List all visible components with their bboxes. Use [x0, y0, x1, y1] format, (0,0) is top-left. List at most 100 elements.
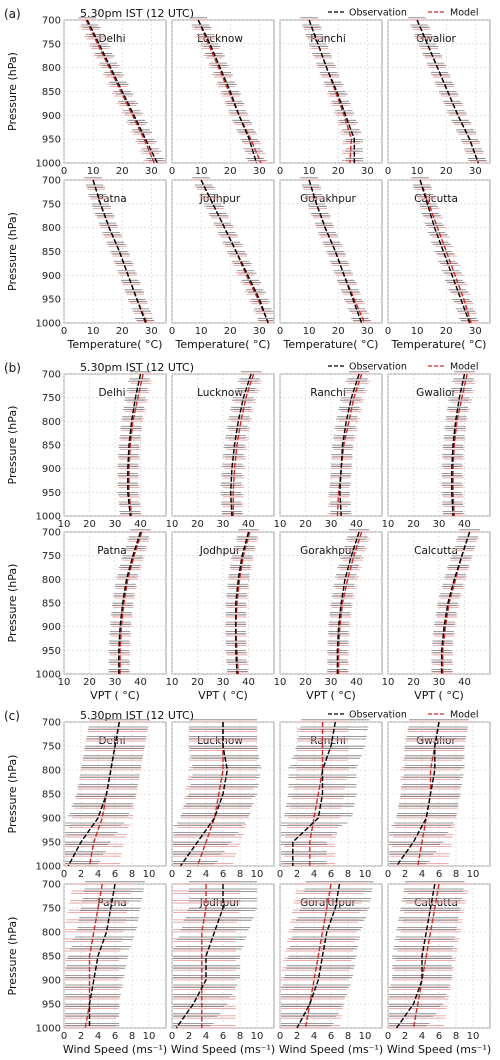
x-tick-label: 4 — [95, 1031, 101, 1042]
x-tick-label: 20 — [224, 326, 237, 337]
x-tick-label: 0 — [61, 326, 67, 337]
model-line — [119, 531, 143, 674]
y-tick-label: 900 — [42, 111, 61, 122]
model-line — [337, 531, 363, 674]
x-tick-label: 4 — [419, 869, 425, 880]
station-label: Gorakhpur — [300, 545, 356, 557]
x-tick-label: 2 — [402, 1031, 408, 1042]
y-tick-label: 800 — [42, 928, 61, 939]
x-tick-label: 20 — [191, 677, 204, 688]
x-tick-label: 10 — [274, 519, 287, 530]
x-tick-label: 0 — [385, 166, 391, 177]
x-tick-label: 2 — [294, 869, 300, 880]
y-tick-label: 1000 — [36, 512, 61, 523]
y-tick-label: 850 — [42, 247, 61, 258]
x-tick-label: 20 — [332, 326, 345, 337]
x-tick-label: 10 — [58, 677, 71, 688]
x-tick-label: 10 — [274, 677, 287, 688]
x-tick-label: 20 — [116, 166, 129, 177]
observation-line — [336, 531, 360, 674]
x-tick-label: 8 — [453, 869, 459, 880]
x-tick-label: 40 — [350, 677, 363, 688]
model-line — [128, 373, 144, 517]
x-tick-label: 10 — [382, 519, 395, 530]
observation-line — [395, 721, 440, 867]
x-tick-label: 20 — [440, 326, 453, 337]
x-tick-label: 40 — [242, 519, 255, 530]
y-tick-label: 700 — [42, 880, 61, 891]
observation-line — [175, 884, 224, 1029]
observation-line — [339, 373, 360, 517]
y-tick-label: 850 — [42, 599, 61, 610]
x-tick-label: 10 — [359, 1031, 372, 1042]
legend-label-observation: Observation — [349, 362, 407, 373]
station-label: Delhi — [98, 387, 125, 399]
x-tick-label: 0 — [169, 166, 175, 177]
x-axis-label: VPT ( °C) — [90, 689, 140, 702]
legend-label-model: Model — [450, 8, 479, 19]
station-label: Ranchi — [310, 33, 346, 45]
x-tick-label: 10 — [303, 326, 316, 337]
observation-line — [395, 883, 436, 1029]
x-tick-label: 0 — [277, 869, 283, 880]
observation-line — [235, 531, 250, 675]
x-tick-label: 10 — [251, 1031, 264, 1042]
y-axis-label: Pressure (hPa) — [6, 755, 19, 834]
x-tick-label: 6 — [436, 1031, 442, 1042]
x-tick-label: 10 — [166, 519, 179, 530]
x-tick-label: 10 — [58, 519, 71, 530]
x-tick-label: 10 — [166, 677, 179, 688]
y-tick-label: 800 — [42, 766, 61, 777]
model-line — [232, 373, 255, 516]
x-tick-label: 6 — [436, 869, 442, 880]
x-tick-label: 30 — [253, 166, 266, 177]
station-label: Jodhpur — [199, 545, 241, 557]
x-tick-label: 0 — [277, 166, 283, 177]
station-label: Gwalior — [416, 387, 456, 399]
y-tick-label: 800 — [42, 63, 61, 74]
x-tick-label: 4 — [311, 1031, 317, 1042]
y-tick-label: 850 — [42, 790, 61, 801]
x-tick-label: 40 — [134, 519, 147, 530]
x-tick-label: 20 — [299, 519, 312, 530]
x-tick-label: 10 — [467, 869, 480, 880]
x-tick-label: 30 — [145, 166, 158, 177]
x-tick-label: 0 — [61, 869, 67, 880]
y-tick-label: 750 — [42, 393, 61, 404]
y-tick-label: 900 — [42, 622, 61, 633]
x-tick-label: 10 — [411, 326, 424, 337]
observation-line — [292, 721, 336, 866]
observation-line — [88, 883, 116, 1028]
x-tick-label: 0 — [61, 166, 67, 177]
observation-line — [308, 179, 363, 324]
model-line — [412, 883, 440, 1029]
y-tick-label: 900 — [42, 464, 61, 475]
x-tick-label: 10 — [251, 869, 264, 880]
y-axis-label: Pressure (hPa) — [6, 917, 19, 996]
x-tick-label: 0 — [169, 869, 175, 880]
x-axis-label: VPT ( °C) — [198, 689, 248, 702]
y-tick-label: 800 — [42, 223, 61, 234]
station-label: Lucknow — [197, 387, 243, 399]
y-axis-label: Pressure (hPa) — [6, 212, 19, 291]
station-label: Delhi — [98, 33, 125, 45]
x-tick-label: 30 — [469, 326, 482, 337]
x-axis-label: Temperature( °C) — [67, 338, 163, 351]
panel-title: 5.30pm IST (12 UTC) — [80, 709, 194, 722]
x-tick-label: 40 — [458, 677, 471, 688]
model-line — [85, 19, 155, 164]
x-axis-label: VPT ( °C) — [414, 689, 464, 702]
x-tick-label: 0 — [169, 326, 175, 337]
x-tick-label: 0 — [385, 1031, 391, 1042]
y-tick-label: 700 — [42, 16, 61, 27]
x-tick-label: 10 — [382, 677, 395, 688]
x-tick-label: 6 — [220, 869, 226, 880]
observation-line — [179, 722, 229, 867]
x-tick-label: 30 — [361, 166, 374, 177]
observation-line — [308, 19, 355, 163]
x-tick-label: 6 — [220, 1031, 226, 1042]
x-tick-label: 8 — [237, 1031, 243, 1042]
x-tick-label: 0 — [385, 326, 391, 337]
y-tick-label: 900 — [42, 814, 61, 825]
observation-line — [416, 19, 479, 164]
